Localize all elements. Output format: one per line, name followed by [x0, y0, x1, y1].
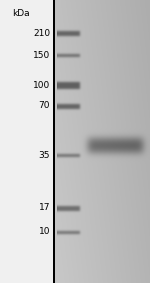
- Text: 17: 17: [39, 203, 50, 213]
- Text: 10: 10: [39, 228, 50, 237]
- Text: 210: 210: [33, 29, 50, 38]
- Text: 100: 100: [33, 80, 50, 89]
- Text: kDa: kDa: [12, 8, 30, 18]
- Text: 35: 35: [39, 151, 50, 160]
- Text: 150: 150: [33, 50, 50, 59]
- Text: 70: 70: [39, 102, 50, 110]
